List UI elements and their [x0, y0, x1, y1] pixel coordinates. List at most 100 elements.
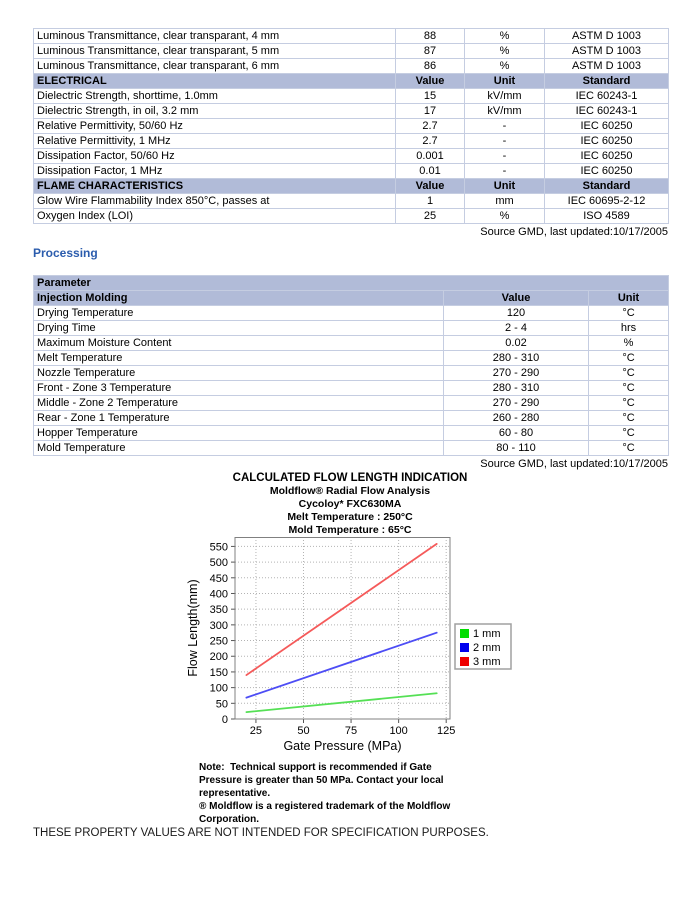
value-cell: ASTM D 1003	[544, 43, 669, 59]
parameter-cell: Middle - Zone 2 Temperature	[33, 395, 444, 411]
chart-note-line: Note: Technical support is recommended i…	[199, 762, 432, 773]
legend-label: 3 mm	[473, 656, 501, 668]
disclaimer-statement: THESE PROPERTY VALUES ARE NOT INTENDED F…	[33, 827, 489, 839]
x-tick-label: 125	[437, 725, 455, 737]
value-cell: -	[464, 118, 545, 134]
value-cell: IEC 60695-2-12	[544, 193, 669, 209]
value-cell: ASTM D 1003	[544, 58, 669, 74]
value-cell: 270 - 290	[443, 395, 589, 411]
value-cell: °C	[587, 350, 670, 366]
table-row: Drying Temperature 120 °C	[33, 305, 670, 321]
y-tick-label: 100	[210, 683, 228, 695]
value-cell: ASTM D 1003	[544, 28, 669, 44]
flow-length-chart: 25 50 75 100 125 0 50 100 150 200 250 300 350 400 450 5…	[186, 537, 512, 753]
parameter-cell: Dielectric Strength, shorttime, 1.0mm	[33, 88, 396, 104]
processing-section-heading: Processing	[33, 246, 98, 260]
y-tick-label: 550	[210, 541, 228, 553]
value-cell: IEC 60250	[544, 163, 669, 179]
value-cell: ISO 4589	[544, 208, 669, 224]
value-cell: IEC 60250	[544, 133, 669, 149]
y-tick-label: 300	[210, 620, 228, 632]
legend-swatch-2mm	[460, 643, 469, 652]
parameter-cell: Parameter	[32, 275, 670, 291]
y-axis-label: Flow Length(mm)	[186, 579, 200, 676]
value-cell: °C	[587, 395, 670, 411]
parameter-cell: Nozzle Temperature	[33, 365, 444, 381]
table-header-row: ELECTRICAL Value Unit Standard	[33, 73, 669, 89]
value-cell: %	[587, 335, 670, 351]
value-cell: 260 - 280	[443, 410, 589, 426]
chart-note-line: Pressure is greater than 50 MPa. Contact…	[199, 775, 444, 786]
value-cell: Value	[395, 73, 465, 89]
series-line-3mm	[245, 543, 438, 676]
table-row: Middle - Zone 2 Temperature 270 - 290 °C	[33, 395, 670, 411]
value-cell: kV/mm	[464, 103, 545, 119]
properties-table-block: Luminous Transmittance, clear transparan…	[33, 28, 669, 239]
value-cell: 15	[395, 88, 465, 104]
x-tick-label: 25	[250, 725, 262, 737]
x-tick-label: 75	[345, 725, 357, 737]
value-cell: 2.7	[395, 118, 465, 134]
value-cell: 0.001	[395, 148, 465, 164]
parameter-cell: Dissipation Factor, 50/60 Hz	[33, 148, 396, 164]
parameter-cell: Front - Zone 3 Temperature	[33, 380, 444, 396]
source-note: Source GMD, last updated:10/17/2005	[480, 226, 668, 238]
value-cell: Standard	[544, 73, 669, 89]
value-cell: °C	[587, 365, 670, 381]
value-cell: IEC 60243-1	[544, 103, 669, 119]
parameter-cell: Luminous Transmittance, clear transparan…	[33, 43, 396, 59]
table-row: Rear - Zone 1 Temperature 260 - 280 °C	[33, 410, 670, 426]
parameter-cell: Maximum Moisture Content	[33, 335, 444, 351]
table-header-row: Injection Molding Value Unit	[33, 290, 670, 306]
value-cell: Standard	[544, 178, 669, 194]
table-row: Drying Time 2 - 4 hrs	[33, 320, 670, 336]
chart-note-line: Corporation.	[199, 814, 259, 825]
processing-table-block: Parameter Injection Molding Value Unit Dryin…	[32, 275, 670, 471]
value-cell: 270 - 290	[443, 365, 589, 381]
value-cell: 87	[395, 43, 465, 59]
y-tick-label: 150	[210, 667, 228, 679]
value-cell: Value	[395, 178, 465, 194]
y-tick-label: 500	[210, 557, 228, 569]
parameter-cell: Melt Temperature	[33, 350, 444, 366]
y-tick-label: 250	[210, 636, 228, 648]
value-cell: 280 - 310	[443, 380, 589, 396]
table-header-row: Parameter	[32, 275, 670, 291]
source-note: Source GMD, last updated:10/17/2005	[480, 458, 668, 470]
legend-label: 1 mm	[473, 628, 501, 640]
value-cell: IEC 60250	[544, 118, 669, 134]
value-cell: -	[464, 148, 545, 164]
value-cell: °C	[587, 380, 670, 396]
parameter-cell: Drying Temperature	[33, 305, 444, 321]
flow-length-chart-block: CALCULATED FLOW LENGTH INDICATION Moldfl…	[185, 472, 525, 826]
table-row: Relative Permittivity, 50/60 Hz 2.7- IEC 6…	[33, 118, 669, 134]
parameter-cell: Dissipation Factor, 1 MHz	[33, 163, 396, 179]
chart-subtitles: Moldflow® Radial Flow Analysis Cycoloy* F…	[185, 485, 525, 537]
value-cell: 280 - 310	[443, 350, 589, 366]
parameter-cell: FLAME CHARACTERISTICS	[33, 178, 396, 194]
value-cell: 60 - 80	[443, 425, 589, 441]
chart-subtitle-line: Mold Temperature : 65°C	[288, 524, 412, 536]
table-row: Dielectric Strength, in oil, 3.2 mm 17 kV/…	[33, 103, 669, 119]
value-cell: 0.02	[443, 335, 589, 351]
value-cell: 120	[443, 305, 589, 321]
chart-note-line: representative.	[199, 788, 271, 799]
parameter-cell: Drying Time	[33, 320, 444, 336]
value-cell: 86	[395, 58, 465, 74]
table-row: Maximum Moisture Content 0.02%	[33, 335, 670, 351]
value-cell: -	[464, 163, 545, 179]
value-cell: %	[464, 43, 545, 59]
parameter-cell: Rear - Zone 1 Temperature	[33, 410, 444, 426]
y-tick-label: 400	[210, 588, 228, 600]
parameter-cell: Hopper Temperature	[33, 425, 444, 441]
y-tick-label: 200	[210, 651, 228, 663]
series-line-1mm	[245, 692, 438, 713]
table-row: Relative Permittivity, 1 MHz 2.7- IEC 6025…	[33, 133, 669, 149]
table-row: Dissipation Factor, 1 MHz 0.01- IEC 60250	[33, 163, 669, 179]
x-axis-label: Gate Pressure (MPa)	[283, 739, 401, 753]
chart-notes: Note: Technical support is recommended i…	[185, 761, 525, 826]
processing-table: Parameter Injection Molding Value Unit Dryin…	[32, 275, 670, 456]
chart-subtitle-line: Melt Temperature : 250°C	[287, 511, 413, 523]
value-cell: 0.01	[395, 163, 465, 179]
